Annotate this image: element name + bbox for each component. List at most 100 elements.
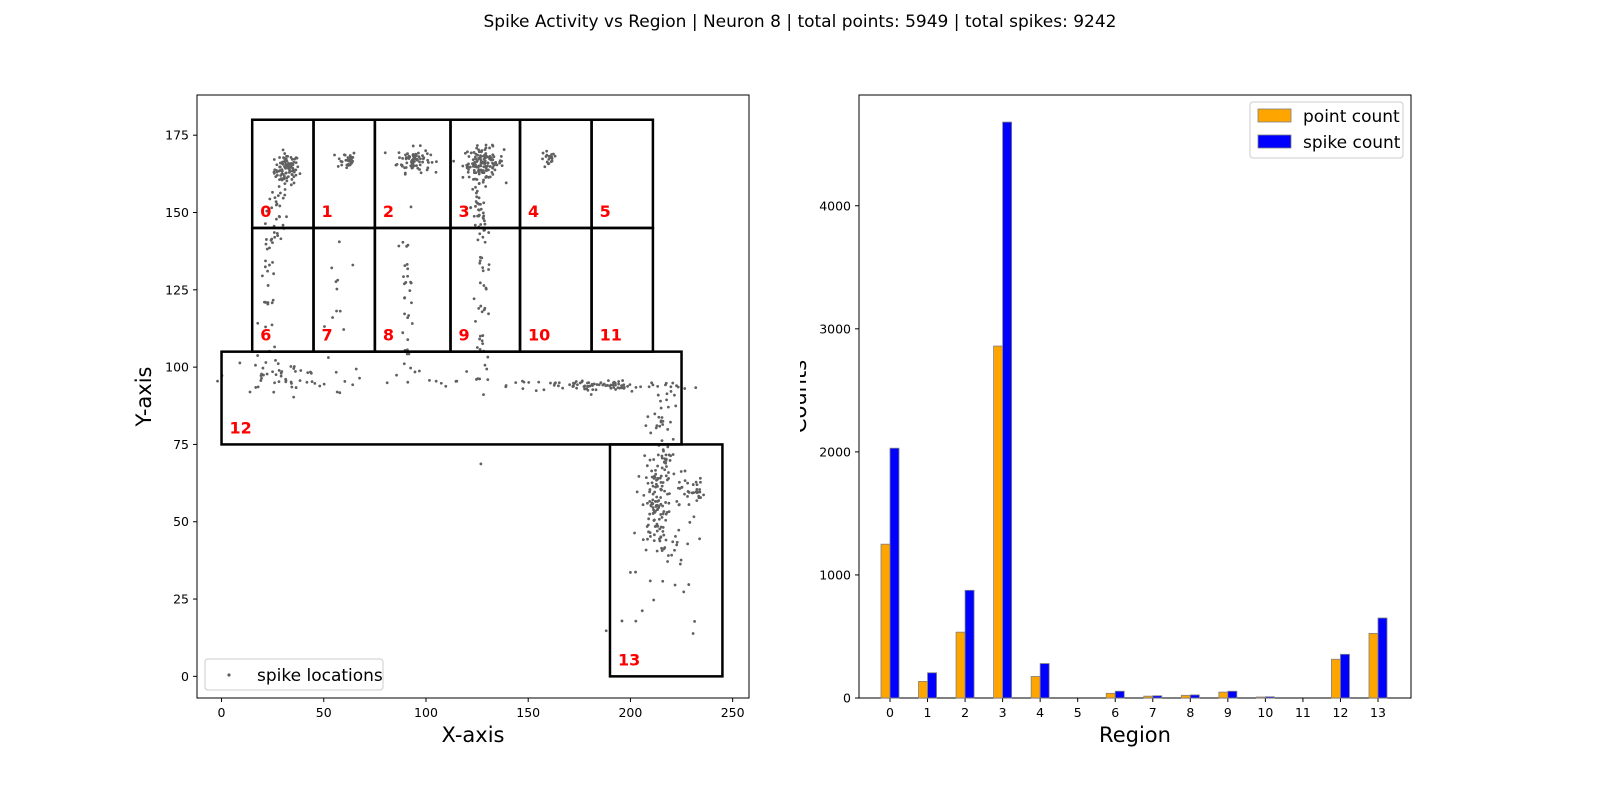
spike-point (613, 381, 617, 385)
spike-point (655, 549, 659, 553)
y-tick-label: 1000 (819, 567, 851, 582)
spike-point (277, 214, 281, 218)
spike-point (408, 289, 412, 293)
spike-point (597, 383, 601, 387)
spike-point (659, 481, 663, 484)
spike-point (259, 374, 263, 378)
spike-point (586, 388, 590, 392)
region-label-5: 5 (600, 202, 611, 221)
spike-point (495, 163, 499, 167)
bar-plot-frame (858, 94, 1412, 699)
spike-point (330, 266, 334, 270)
spike-point (471, 187, 475, 191)
spike-point (265, 247, 269, 251)
spike-point (468, 165, 472, 169)
x-tick-label: 4 (1036, 705, 1044, 720)
region-label-8: 8 (383, 326, 394, 345)
spike-point (618, 386, 621, 390)
spike-point (310, 380, 314, 383)
spike-point (661, 529, 665, 533)
spike-point (271, 260, 274, 264)
spike-point (405, 352, 409, 356)
point-count-bar (1030, 676, 1041, 699)
y-tick-label: 25 (173, 592, 189, 607)
spike-point (254, 386, 258, 389)
spike-point (270, 301, 274, 305)
spike-point (483, 240, 487, 244)
spike-point (265, 372, 269, 376)
spike-point (272, 231, 276, 234)
spike-point (415, 157, 419, 161)
spike-point (483, 153, 487, 157)
spike-point (274, 358, 277, 362)
spike-point (479, 255, 482, 259)
spike-point (617, 380, 621, 383)
spike-point (478, 334, 482, 338)
spike-point (292, 367, 296, 370)
scatter-x-axis-label: X-axis (442, 723, 505, 747)
spike-point (478, 281, 482, 285)
spike-point (646, 481, 650, 485)
spike-point (662, 510, 666, 513)
figure-title: Spike Activity vs Region | Neuron 8 | to… (483, 12, 1117, 32)
spike-point (662, 449, 665, 453)
spike-point (478, 259, 482, 263)
spike-point (292, 160, 296, 164)
spike-point (271, 370, 274, 374)
spike-point (275, 169, 278, 172)
spike-point (403, 166, 406, 170)
point-count-bar (1180, 694, 1191, 699)
spike-point (485, 367, 489, 371)
spike-point (683, 387, 687, 390)
spike-point (292, 395, 296, 399)
spike-point (534, 389, 538, 393)
spike-point (491, 161, 494, 165)
spike-point (666, 405, 670, 409)
spike-point (599, 381, 603, 384)
spike-point (648, 512, 652, 516)
spike-point (492, 155, 496, 159)
spike-point (414, 153, 418, 157)
spike-point (477, 196, 481, 200)
spike-point (661, 579, 665, 583)
spike-point (650, 475, 654, 479)
spike-point (640, 609, 644, 613)
spike-point (656, 384, 660, 388)
spike-point (260, 376, 263, 380)
spike-point (327, 356, 330, 359)
spike-point (463, 151, 467, 155)
spike-point (651, 484, 655, 488)
spike-point (622, 383, 626, 387)
spike-point (403, 264, 407, 268)
spike-point (417, 151, 420, 155)
region-label-10: 10 (528, 326, 550, 345)
spike-point (661, 526, 665, 529)
spike-point (666, 560, 669, 563)
spike-point (461, 164, 465, 168)
spike-point (487, 175, 490, 179)
spike-point (434, 170, 438, 174)
spike-point (697, 496, 701, 500)
y-tick-label: 0 (843, 691, 851, 706)
spike-point (472, 162, 476, 166)
spike-point (406, 274, 410, 278)
spike-point (481, 235, 485, 239)
spike-point (493, 168, 497, 172)
spike-point (487, 312, 490, 316)
spike-point (216, 379, 219, 383)
spike-point (466, 150, 469, 154)
spike-point (654, 485, 658, 489)
region-label-7: 7 (322, 326, 333, 345)
spike-point (494, 160, 498, 164)
spike-point (479, 223, 483, 226)
spike-point (278, 169, 282, 172)
y-tick-label: 100 (165, 360, 189, 375)
spike-point (677, 503, 681, 506)
spike-point (474, 185, 477, 189)
spike-point (405, 161, 409, 165)
spike-point (634, 619, 638, 623)
spike-point (620, 384, 623, 388)
spike-point (483, 363, 487, 367)
spike-point (482, 165, 486, 169)
spike-point (500, 164, 504, 167)
